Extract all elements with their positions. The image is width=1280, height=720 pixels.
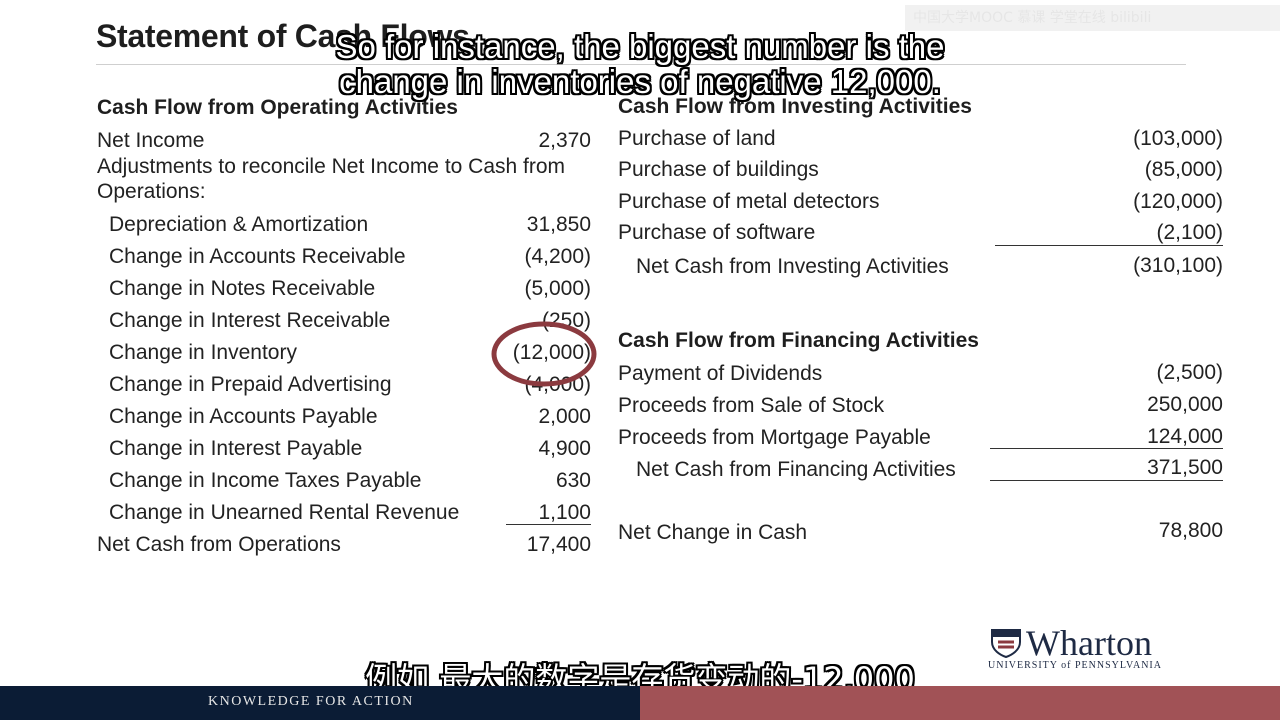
- operating-item-value: 2,000: [538, 405, 591, 428]
- operating-item-value: (5,000): [524, 277, 591, 300]
- operating-heading: Cash Flow from Operating Activities: [97, 96, 458, 119]
- investing-subtotal-rule: [995, 245, 1223, 246]
- investing-item-value: (120,000): [1133, 190, 1223, 213]
- highlight-circle: [491, 321, 597, 387]
- operating-item-label: Change in Interest Payable: [109, 437, 363, 460]
- operating-item-label: Change in Inventory: [109, 341, 297, 364]
- operating-item-value: 630: [555, 469, 591, 492]
- net-cash-investing-label: Net Cash from Investing Activities: [636, 255, 949, 278]
- operating-item-label: Depreciation & Amortization: [109, 213, 369, 236]
- financing-heading: Cash Flow from Financing Activities: [618, 329, 979, 352]
- net-change-label: Net Change in Cash: [618, 521, 808, 544]
- subtitle-en-line-1: So for instance, the biggest number is t…: [335, 28, 945, 65]
- net-change-value: 78,800: [1158, 519, 1223, 542]
- financing-total-rule: [990, 480, 1223, 481]
- financing-item-label: Proceeds from Sale of Stock: [618, 394, 885, 417]
- investing-heading: Cash Flow from Investing Activities: [618, 95, 972, 118]
- net-cash-financing-label: Net Cash from Financing Activities: [636, 458, 956, 481]
- page-title: Statement of Cash Flows: [96, 18, 470, 54]
- adjustments-line-2: Operations:: [97, 180, 206, 203]
- watermark-text: 中国大学MOOC 慕课 学堂在线 bilibili: [913, 10, 1152, 26]
- subtitle-en-line-2: change in inventories of negative 12,000…: [339, 63, 941, 100]
- net-cash-investing-value: (310,100): [1133, 254, 1223, 277]
- financing-subtotal-rule: [990, 448, 1223, 449]
- operating-item-value: (4,200): [524, 245, 591, 268]
- investing-item-label: Purchase of land: [618, 127, 776, 150]
- financing-item-label: Payment of Dividends: [618, 362, 823, 385]
- adjustments-line-1: Adjustments to reconcile Net Income to C…: [97, 155, 566, 178]
- operating-item-label: Change in Accounts Receivable: [109, 245, 406, 268]
- net-cash-operations-label: Net Cash from Operations: [97, 533, 341, 556]
- operating-item-label: Change in Prepaid Advertising: [109, 373, 392, 396]
- operating-item-value: (12,000): [512, 341, 591, 364]
- operating-item-value: 1,100: [538, 501, 591, 524]
- investing-item-value: (103,000): [1133, 127, 1223, 150]
- footer-tagline: KNOWLEDGE FOR ACTION: [208, 694, 414, 709]
- investing-item-label: Purchase of buildings: [618, 158, 819, 181]
- investing-item-label: Purchase of metal detectors: [618, 190, 880, 213]
- financing-item-value: 250,000: [1147, 393, 1223, 416]
- net-income-label: Net Income: [97, 129, 205, 152]
- net-income-value: 2,370: [538, 129, 591, 152]
- operating-item-label: Change in Unearned Rental Revenue: [109, 501, 460, 524]
- net-cash-operations-value: 17,400: [526, 533, 591, 556]
- title-divider: [96, 64, 1186, 65]
- footer-bar-navy: [0, 686, 640, 720]
- shield-icon: [991, 629, 1021, 658]
- watermark: 中国大学MOOC 慕课 学堂在线 bilibili: [905, 5, 1280, 31]
- financing-item-value: 124,000: [1147, 425, 1223, 448]
- operating-item-value: 4,900: [538, 437, 591, 460]
- investing-item-value: (85,000): [1144, 158, 1223, 181]
- operating-item-label: Change in Income Taxes Payable: [109, 469, 422, 492]
- financing-item-value: (2,500): [1156, 361, 1223, 384]
- wharton-logo: Wharton UNIVERSITY of PENNSYLVANIA: [988, 623, 1193, 672]
- operating-subtotal-rule: [506, 524, 591, 525]
- operating-item-value: 31,850: [526, 213, 591, 236]
- logo-wordmark: Wharton: [1026, 623, 1152, 663]
- footer-bar-red: [640, 686, 1280, 720]
- operating-item-label: Change in Accounts Payable: [109, 405, 378, 428]
- investing-item-value: (2,100): [1156, 221, 1223, 244]
- net-cash-financing-value: 371,500: [1147, 456, 1223, 479]
- logo-subtitle: UNIVERSITY of PENNSYLVANIA: [988, 660, 1162, 671]
- financing-item-label: Proceeds from Mortgage Payable: [618, 426, 931, 449]
- operating-item-label: Change in Notes Receivable: [109, 277, 376, 300]
- operating-item-label: Change in Interest Receivable: [109, 309, 391, 332]
- investing-item-label: Purchase of software: [618, 221, 816, 244]
